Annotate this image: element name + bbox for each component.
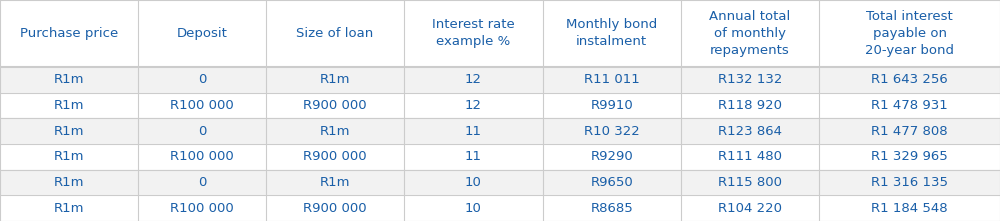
Text: 0: 0 (198, 176, 206, 189)
Text: 11: 11 (465, 125, 482, 138)
Text: 11: 11 (465, 150, 482, 163)
Text: R118 920: R118 920 (718, 99, 782, 112)
Bar (0, 93, 1000, 118)
Text: R100 000: R100 000 (170, 202, 234, 215)
Text: Interest rate
example %: Interest rate example % (432, 19, 515, 48)
Text: 0: 0 (198, 73, 206, 86)
Text: 10: 10 (465, 202, 482, 215)
Bar (0, 0, 1000, 67)
Text: 10: 10 (465, 176, 482, 189)
Text: R900 000: R900 000 (303, 150, 367, 163)
Text: Monthly bond
instalment: Monthly bond instalment (566, 19, 657, 48)
Text: R1m: R1m (54, 150, 84, 163)
Text: R115 800: R115 800 (718, 176, 782, 189)
Bar (0, 144, 1000, 170)
Bar (0, 195, 1000, 221)
Text: R8685: R8685 (590, 202, 633, 215)
Text: 0: 0 (198, 125, 206, 138)
Text: R1m: R1m (54, 176, 84, 189)
Text: R123 864: R123 864 (718, 125, 782, 138)
Text: R100 000: R100 000 (170, 150, 234, 163)
Text: Deposit: Deposit (177, 27, 228, 40)
Text: R11 011: R11 011 (584, 73, 640, 86)
Text: R1 478 931: R1 478 931 (871, 99, 948, 112)
Text: R9290: R9290 (590, 150, 633, 163)
Text: R132 132: R132 132 (718, 73, 782, 86)
Bar (0, 67, 1000, 93)
Text: R9650: R9650 (590, 176, 633, 189)
Text: R1m: R1m (54, 125, 84, 138)
Text: R900 000: R900 000 (303, 99, 367, 112)
Text: Size of loan: Size of loan (296, 27, 374, 40)
Text: R10 322: R10 322 (584, 125, 640, 138)
Text: R100 000: R100 000 (170, 99, 234, 112)
Text: R1m: R1m (54, 99, 84, 112)
Bar (0, 118, 1000, 144)
Bar (0, 170, 1000, 195)
Text: Total interest
payable on
20-year bond: Total interest payable on 20-year bond (865, 10, 954, 57)
Text: R9910: R9910 (590, 99, 633, 112)
Text: R104 220: R104 220 (718, 202, 782, 215)
Text: R1m: R1m (54, 202, 84, 215)
Text: R1 316 135: R1 316 135 (871, 176, 948, 189)
Text: R1 477 808: R1 477 808 (871, 125, 948, 138)
Text: R1m: R1m (320, 73, 350, 86)
Text: R1 184 548: R1 184 548 (871, 202, 948, 215)
Text: R1m: R1m (320, 176, 350, 189)
Text: R1 643 256: R1 643 256 (871, 73, 948, 86)
Text: R1m: R1m (320, 125, 350, 138)
Text: R1 329 965: R1 329 965 (871, 150, 948, 163)
Text: R900 000: R900 000 (303, 202, 367, 215)
Text: R1m: R1m (54, 73, 84, 86)
Text: 12: 12 (465, 73, 482, 86)
Text: 12: 12 (465, 99, 482, 112)
Text: Purchase price: Purchase price (20, 27, 118, 40)
Text: Annual total
of monthly
repayments: Annual total of monthly repayments (709, 10, 791, 57)
Text: R111 480: R111 480 (718, 150, 782, 163)
